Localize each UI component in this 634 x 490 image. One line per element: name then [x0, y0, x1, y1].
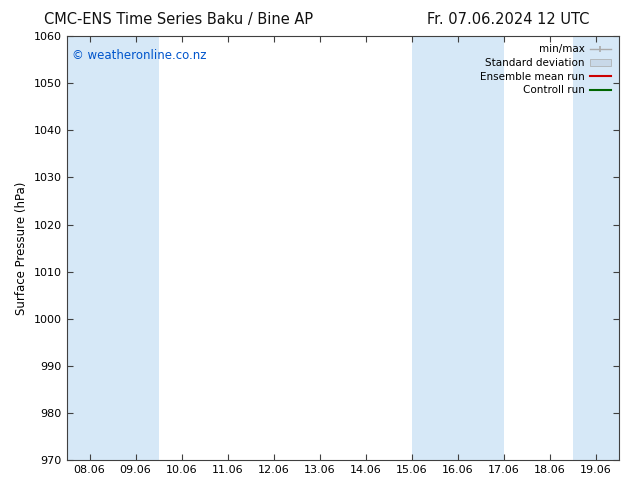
Text: CMC-ENS Time Series Baku / Bine AP: CMC-ENS Time Series Baku / Bine AP	[44, 12, 313, 27]
Text: Fr. 07.06.2024 12 UTC: Fr. 07.06.2024 12 UTC	[427, 12, 590, 27]
Legend: min/max, Standard deviation, Ensemble mean run, Controll run: min/max, Standard deviation, Ensemble me…	[477, 41, 614, 98]
Bar	[573, 36, 619, 460]
Text: © weatheronline.co.nz: © weatheronline.co.nz	[72, 49, 207, 62]
Bar	[67, 36, 158, 460]
Bar	[412, 36, 504, 460]
Y-axis label: Surface Pressure (hPa): Surface Pressure (hPa)	[15, 181, 28, 315]
